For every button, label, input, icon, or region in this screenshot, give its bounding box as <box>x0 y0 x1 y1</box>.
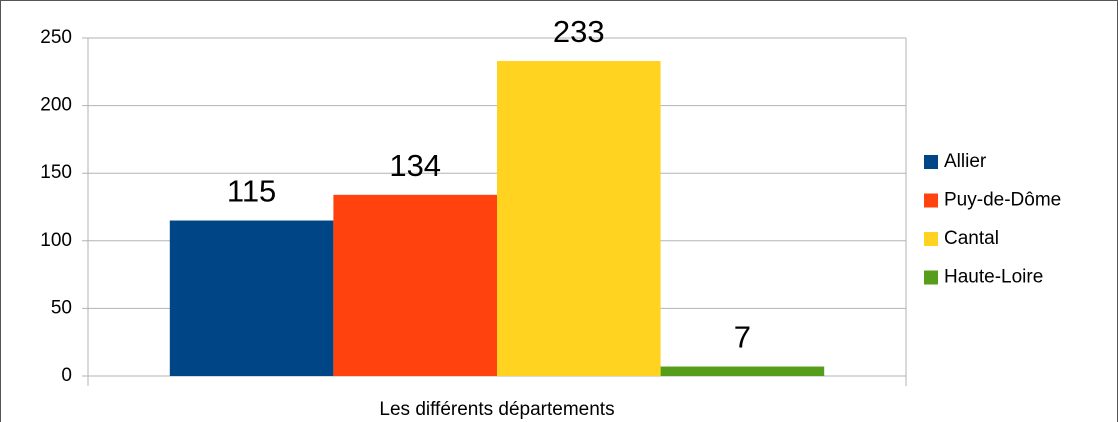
legend-swatch <box>924 232 938 246</box>
legend-label: Puy-de-Dôme <box>944 190 1061 211</box>
y-tick-label: 0 <box>61 365 72 386</box>
x-tick-label: Les différents départements <box>379 399 614 420</box>
legend-label: Haute-Loire <box>944 267 1043 288</box>
y-tick-label: 50 <box>51 297 72 318</box>
bar <box>660 366 825 376</box>
legend-swatch <box>924 270 938 285</box>
y-tick-label: 250 <box>40 27 72 48</box>
legend-label: Allier <box>944 151 987 172</box>
data-label: 7 <box>734 320 751 355</box>
legend-label: Cantal <box>944 228 999 249</box>
legend-swatch <box>924 193 938 208</box>
y-tick-label: 100 <box>40 230 72 251</box>
legend-swatch <box>924 155 938 169</box>
bar <box>333 194 497 376</box>
data-label: 233 <box>553 14 605 49</box>
bar <box>169 220 334 376</box>
data-label: 115 <box>227 174 276 209</box>
data-label: 134 <box>389 148 441 183</box>
y-tick-label: 200 <box>40 95 72 116</box>
bar <box>497 60 661 376</box>
y-tick-label: 150 <box>40 162 72 183</box>
